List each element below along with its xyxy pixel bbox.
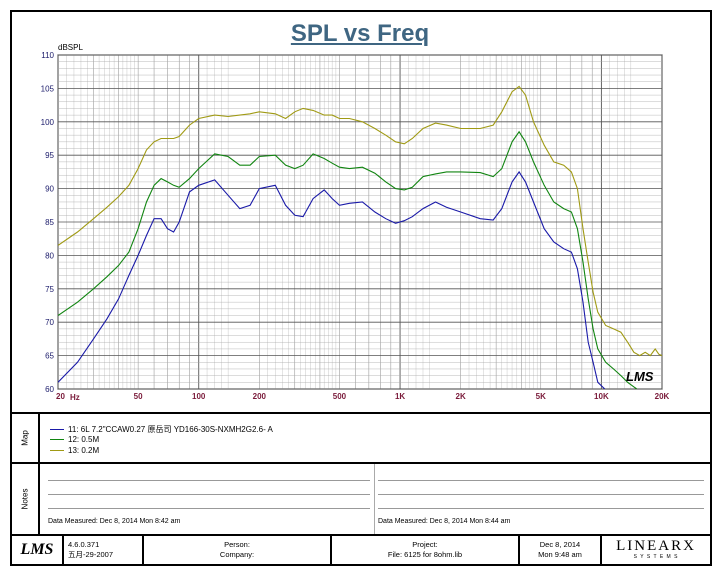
footer-version-cell: 4.6.0.371 五月-29-2007 (64, 536, 144, 564)
notes-panel: Notes Data Measured: Dec 8, 2014 Mon 8:4… (12, 464, 710, 536)
linearx-logo: LINEARX (616, 538, 696, 554)
x-tick-label: 10K (594, 392, 609, 401)
lms-watermark: LMS (626, 369, 654, 384)
footer: LMS 4.6.0.371 五月-29-2007 Person: Company… (12, 536, 710, 564)
footer-project-cell: Project: File: 6125 for 8ohm.lib (332, 536, 520, 564)
lms-logo: LMS (20, 541, 54, 558)
x-axis-unit: Hz (70, 393, 80, 402)
series-lines (58, 85, 662, 389)
y-tick-label: 80 (45, 251, 54, 260)
note-line-right (378, 480, 704, 481)
footer-logo-cell: LMS (12, 536, 64, 564)
chart-panel (12, 12, 710, 414)
note-line-left (48, 480, 370, 481)
map-label-cell: Map (12, 414, 40, 462)
y-tick-label: 65 (45, 352, 54, 361)
notes-label-cell: Notes (12, 464, 40, 534)
y-tick-label: 75 (45, 285, 54, 294)
legend-item: 13: 0.2M (50, 446, 99, 455)
legend-item: 12: 0.5M (50, 435, 99, 444)
y-tick-label: 60 (45, 385, 54, 394)
x-tick-label: 1K (395, 392, 405, 401)
footer-time: Mon 9:48 am (538, 550, 582, 559)
x-tick-label: 5K (536, 392, 546, 401)
x-tick-label: 200 (253, 392, 267, 401)
note-line-left (48, 508, 370, 509)
y-tick-label: 110 (41, 51, 54, 60)
x-tick-label: 20K (655, 392, 670, 401)
series-line-3 (58, 85, 662, 357)
notes-label: Notes (20, 488, 30, 510)
series-line-1 (58, 170, 606, 389)
footer-date: Dec 8, 2014 (539, 540, 581, 549)
notes-divider (374, 464, 375, 534)
company-label: Company: (219, 550, 255, 559)
y-tick-label: 105 (41, 84, 55, 93)
grid-lines (57, 54, 663, 390)
y-tick-label: 85 (45, 218, 54, 227)
x-tick-label: 2K (456, 392, 466, 401)
version-date: 五月-29-2007 (68, 550, 114, 559)
map-label: Map (20, 430, 30, 446)
note-line-right (378, 508, 704, 509)
x-tick-label: 50 (134, 392, 143, 401)
y-axis-label: dBSPL (58, 43, 83, 52)
y-tick-label: 95 (45, 151, 54, 160)
footer-person-cell: Person: Company: (144, 536, 332, 564)
chart-title: SPL vs Freq (290, 20, 430, 47)
legend-swatch (50, 450, 64, 452)
footer-date-cell: Dec 8, 2014 Mon 9:48 am (520, 536, 602, 564)
legend-swatch (50, 439, 64, 441)
legend-label: 11: 6L 7.2"CCAW0.27 原岳司 YD166-30S-NXMH2G… (68, 425, 273, 434)
file-label: File: 6125 for 8ohm.lib (387, 550, 463, 559)
person-label: Person: (224, 540, 250, 549)
legend-label: 12: 0.5M (68, 435, 100, 444)
project-label: Project: (412, 540, 438, 549)
data-measured-right: Data Measured: Dec 8, 2014 Mon 8:44 am (378, 518, 511, 525)
x-tick-label: 20 (56, 392, 65, 401)
series-line-2 (58, 130, 638, 389)
y-tick-label: 100 (41, 118, 55, 127)
linearx-subtitle: S Y S T E M S (633, 554, 679, 560)
legend-item: 11: 6L 7.2"CCAW0.27 原岳司 YD166-30S-NXMH2G… (50, 424, 273, 435)
map-panel: Map 11: 6L 7.2"CCAW0.27 原岳司 YD166-30S-NX… (12, 414, 710, 464)
legend-swatch (50, 429, 64, 431)
note-line-left (48, 494, 370, 495)
note-line-right (378, 494, 704, 495)
version-number: 4.6.0.371 (68, 540, 100, 549)
data-measured-left: Data Measured: Dec 8, 2014 Mon 8:42 am (48, 518, 181, 525)
y-tick-label: 70 (45, 318, 54, 327)
legend-label: 13: 0.2M (68, 446, 100, 455)
y-tick-label: 90 (45, 185, 54, 194)
x-tick-label: 100 (192, 392, 206, 401)
x-tick-label: 500 (333, 392, 347, 401)
footer-brand-cell: LINEARX S Y S T E M S (602, 536, 710, 564)
